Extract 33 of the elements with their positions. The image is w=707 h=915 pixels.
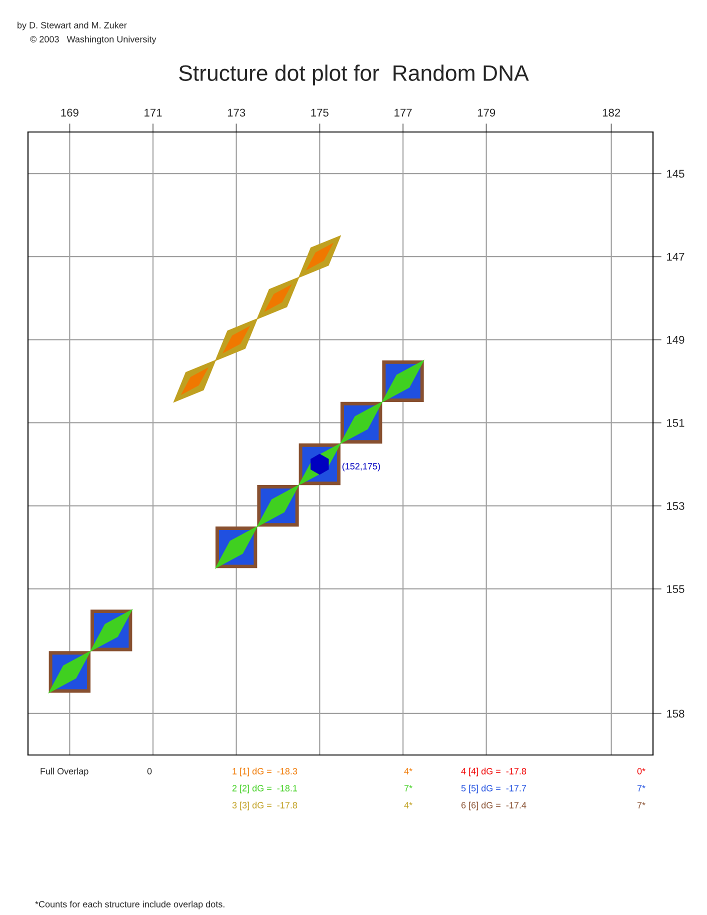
text: 7* [404, 785, 412, 792]
x-tick-label: 177 [394, 108, 412, 116]
x-tick-label: 171 [144, 108, 162, 116]
x-tick-label: 175 [311, 108, 328, 117]
text: © 2003 Washington University [30, 36, 156, 44]
text: *Counts for each structure include overlap dots. [35, 900, 224, 910]
x-tick-label: 182 [602, 108, 620, 117]
text: 5 [5] dG = -17.7 [461, 784, 526, 794]
x-tick-label: 179 [478, 108, 496, 117]
text: by D. Stewart and M. Zuker [18, 22, 127, 30]
legend-label: 4 [4] dG = -17.8 [461, 768, 526, 776]
x-tick-label: 169 [61, 108, 78, 117]
text: 4* [404, 802, 412, 808]
text: 7* [637, 802, 646, 808]
y-tick-label: 151 [667, 419, 684, 427]
text: 4* [404, 768, 412, 774]
chart-title: Structure dot plot for Random DNA [179, 64, 529, 86]
text: 1 [1] dG = -18.3 [232, 768, 298, 776]
text: 6 [6] dG = -17.4 [461, 802, 526, 810]
y-tick-label: 155 [667, 585, 684, 593]
y-tick-label: 158 [667, 710, 684, 718]
text: 0* [637, 768, 646, 774]
y-tick-label: 147 [667, 252, 684, 261]
text: 0 [147, 768, 152, 774]
y-tick-label: 153 [667, 502, 684, 510]
y-tick-label: 145 [667, 170, 684, 178]
text: Full Overlap [40, 768, 88, 776]
annotation: (152,175) [342, 462, 380, 472]
text: 2 [2] dG = -18.1 [232, 784, 298, 794]
x-tick-label: 173 [228, 108, 246, 117]
y-tick-label: 149 [667, 336, 684, 344]
text: 7* [637, 785, 646, 792]
text: 3 [3] dG = -17.8 [232, 802, 298, 810]
